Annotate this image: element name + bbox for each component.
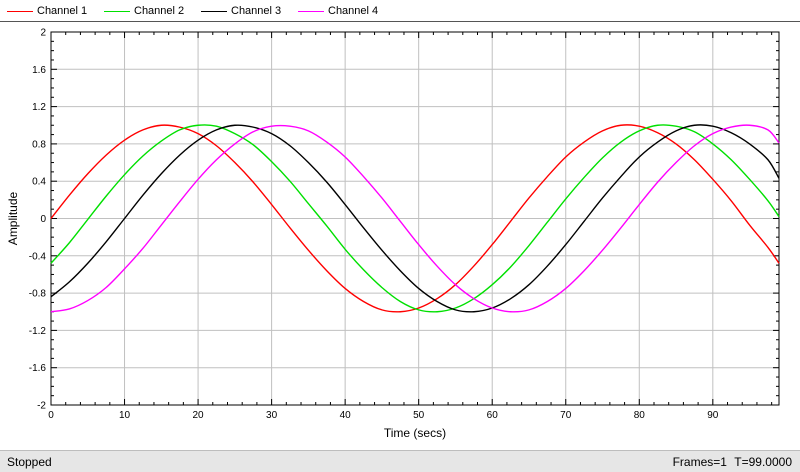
status-frame-time: Frames=1 T=99.0000 <box>673 455 792 469</box>
y-tick-label: 1.2 <box>32 102 46 113</box>
legend-label-channel-2: Channel 2 <box>134 5 185 17</box>
chart-plot[interactable]: 0 10 20 30 40 50 60 70 80 90 -2 -1.6 -1.2 -0.8 -0.4 0 0.… <box>0 22 800 450</box>
y-tick-label: 1.6 <box>32 65 46 76</box>
status-time: T=99.0000 <box>734 455 792 469</box>
x-tick-label: 60 <box>487 410 499 421</box>
legend-item-channel-1[interactable]: Channel 1 <box>7 3 87 19</box>
tick-labels: 0 10 20 30 40 50 60 70 80 90 -2 -1.6 -1.2 -0.8 -0.4 0 0.… <box>29 28 719 422</box>
series-line-channel-1 <box>50 124 780 313</box>
y-tick-label: -1.6 <box>29 363 47 374</box>
legend-item-channel-3[interactable]: Channel 3 <box>201 3 281 19</box>
x-tick-label: 50 <box>413 410 425 421</box>
y-axis-label: Amplitude <box>6 192 20 246</box>
x-tick-label: 80 <box>634 410 646 421</box>
legend-swatch-channel-4 <box>298 10 324 12</box>
status-state: Stopped <box>7 455 52 469</box>
grid <box>51 32 779 405</box>
series-line-channel-2 <box>50 124 780 313</box>
x-tick-label: 30 <box>266 410 278 421</box>
y-tick-label: -0.8 <box>29 289 47 300</box>
x-tick-label: 40 <box>340 410 352 421</box>
x-tick-label: 10 <box>119 410 131 421</box>
x-tick-label: 20 <box>193 410 205 421</box>
axis-ticks <box>50 31 779 406</box>
series-line-channel-4 <box>50 124 780 313</box>
y-tick-label: -1.2 <box>29 326 47 337</box>
legend-label-channel-4: Channel 4 <box>328 5 379 17</box>
y-tick-label: 0.8 <box>32 139 46 150</box>
status-bar: Stopped Frames=1 T=99.0000 <box>0 450 800 472</box>
legend-item-channel-2[interactable]: Channel 2 <box>104 3 184 19</box>
legend-item-channel-4[interactable]: Channel 4 <box>298 3 378 19</box>
y-tick-label: -2 <box>37 401 46 412</box>
legend-swatch-channel-1 <box>7 10 33 12</box>
status-frames: Frames=1 <box>672 455 727 469</box>
legend-label-channel-1: Channel 1 <box>37 5 88 17</box>
legend: Channel 1 Channel 2 Channel 3 Channel 4 <box>0 0 800 22</box>
x-tick-label: 0 <box>48 410 54 421</box>
series-lines <box>50 124 780 313</box>
y-tick-label: 0 <box>40 214 46 225</box>
series-line-channel-3 <box>50 124 780 313</box>
y-tick-label: 0.4 <box>32 177 46 188</box>
legend-swatch-channel-3 <box>201 10 227 12</box>
legend-label-channel-3: Channel 3 <box>231 5 282 17</box>
y-tick-label: 2 <box>40 28 46 39</box>
x-axis-label: Time (secs) <box>384 426 446 440</box>
x-tick-label: 70 <box>560 410 572 421</box>
legend-swatch-channel-2 <box>104 10 130 12</box>
y-tick-label: -0.4 <box>29 251 47 262</box>
x-tick-label: 90 <box>707 410 719 421</box>
